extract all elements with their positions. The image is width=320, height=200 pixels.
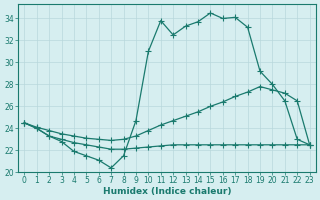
X-axis label: Humidex (Indice chaleur): Humidex (Indice chaleur)	[103, 187, 231, 196]
